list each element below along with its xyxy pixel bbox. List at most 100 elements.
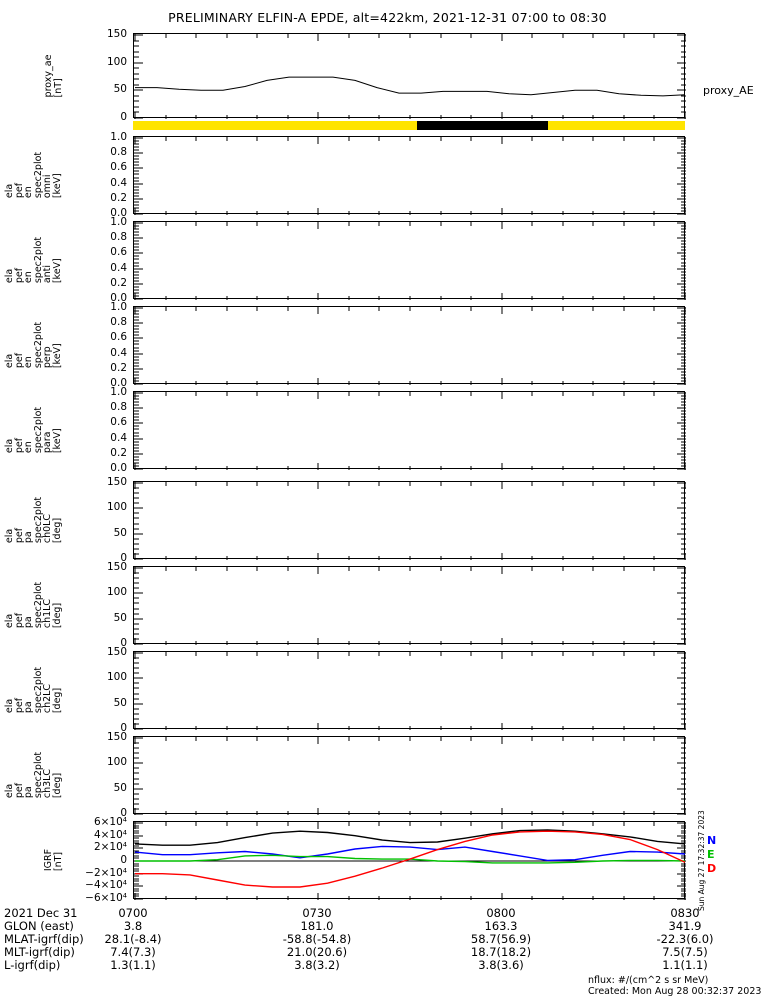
panel-pa-ch2lc: [133, 651, 686, 730]
y-tick-label: 0.0: [110, 207, 127, 219]
panel-label-igrf: IGRF [nT]: [42, 848, 64, 872]
y-axis-igrf: 6×10⁴ 4×10⁴ 2×10⁴ 0 −2×10⁴ −4×10⁴ −6×10⁴: [71, 816, 129, 904]
ephemeris-row-label: L-igrf(dip): [4, 958, 61, 972]
y-tick-label: 100: [106, 756, 127, 768]
y-tick-label: 0.6: [110, 246, 127, 258]
panel-ticks: [134, 222, 686, 300]
y-tick-label: 1.0: [110, 301, 127, 313]
y-axis-pa-ch3lc: 150 100 50 0: [71, 731, 129, 819]
panel-ticks: [134, 737, 686, 815]
y-tick-label: 0: [120, 552, 127, 564]
panel-ticks: [134, 392, 686, 470]
y-tick-label: 100: [106, 501, 127, 513]
y-tick-label: 0.4: [110, 432, 127, 444]
footer-created: Created: Mon Aug 28 00:32:37 2023: [588, 986, 762, 997]
ephemeris-value: 181.0: [300, 919, 334, 933]
panel-ticks: [134, 137, 686, 215]
y-tick-label: 50: [113, 83, 127, 95]
y-axis-en-perp: 1.0 0.8 0.6 0.4 0.2 0.0: [71, 301, 129, 389]
y-tick-label: 0.6: [110, 416, 127, 428]
y-tick-label: 150: [106, 476, 127, 488]
panel-label-line: [keV]: [52, 428, 64, 454]
y-axis-proxy-ae: 150 100 50 0: [71, 28, 129, 123]
y-tick-label: 150: [106, 646, 127, 658]
y-tick-label: 1.0: [110, 131, 127, 143]
y-tick-label: 0: [120, 807, 127, 819]
footer-units: nflux: #/(cm^2 s sr MeV): [588, 975, 709, 986]
y-tick-label: 0.0: [110, 462, 127, 474]
ephemeris-value: 341.9: [668, 919, 702, 933]
panel-label-proxy-ae: proxy_ae [nT]: [42, 54, 64, 97]
panel-label-line: IGRF: [42, 848, 54, 872]
panel-label-en-anti: ela pef en spec2plot anti [keV]: [4, 237, 64, 284]
y-tick-label: 100: [106, 671, 127, 683]
igrf-series-D: [135, 830, 686, 888]
ephemeris-row-label: GLON (east): [4, 919, 74, 933]
ephemeris-row-label: MLT-igrf(dip): [4, 945, 75, 959]
ephemeris-value: 28.1(-8.4): [104, 932, 162, 946]
y-tick-label: 0.4: [110, 262, 127, 274]
y-tick-label: 0.2: [110, 447, 127, 459]
proxy-ae-trace: [135, 76, 686, 97]
ephemeris-value: 7.4(7.3): [110, 945, 156, 959]
status-bar-science-zone: [417, 121, 549, 130]
igrf-series-N: [134, 845, 686, 862]
panel-en-omni: [133, 136, 686, 215]
y-tick-label: 100: [106, 56, 127, 68]
y-tick-label: 0.8: [110, 316, 127, 328]
y-tick-label: 0.6: [110, 331, 127, 343]
y-tick-label: 0.2: [110, 277, 127, 289]
y-tick-label: 50: [113, 612, 127, 624]
panel-en-anti: [133, 221, 686, 300]
panel-ticks: [134, 307, 686, 385]
ephemeris-value: 21.0(20.6): [286, 945, 348, 959]
y-axis-pa-ch2lc: 150 100 50 0: [71, 646, 129, 734]
ephemeris-value: 3.8(3.6): [478, 958, 524, 972]
igrf-legend-n: N: [707, 834, 717, 847]
panel-ticks: [134, 567, 686, 645]
y-tick-label: 0.4: [110, 177, 127, 189]
panel-label-line: [deg]: [52, 602, 64, 629]
y-axis-pa-ch1lc: 150 100 50 0: [71, 561, 129, 649]
panel-label-line: [keV]: [52, 258, 64, 284]
panel-ticks: [134, 482, 686, 560]
panel-pa-ch0lc: [133, 481, 686, 560]
panel-label-en-perp: ela pef en spec2plot perp [keV]: [4, 322, 63, 368]
ephemeris-value: -22.3(6.0): [656, 932, 714, 946]
footer-notes: nflux: #/(cm^2 s sr MeV) Created: Mon Aug…: [588, 975, 761, 997]
y-tick-label: 0.8: [110, 401, 127, 413]
ephemeris-value: 3.8: [123, 919, 143, 933]
y-tick-label: 0.2: [110, 362, 127, 374]
render-timestamp: Sun Aug 27 17:32:37 2023: [697, 810, 706, 911]
ephemeris-value: 58.7(56.9): [470, 932, 532, 946]
panel-label-line: proxy_ae: [42, 54, 54, 97]
ephemeris-date: 2021 Dec 31: [4, 906, 78, 920]
panel-label-pa-ch1lc: ela pef pa spec2plot ch1LC [deg]: [4, 582, 64, 629]
y-tick-label: 6×10⁴: [93, 816, 127, 828]
panel-ticks: [134, 34, 686, 119]
page-title: PRELIMINARY ELFIN-A EPDE, alt=422km, 202…: [168, 10, 607, 25]
ephemeris-value: -58.8(-54.8): [282, 932, 352, 946]
y-tick-label: 0.4: [110, 347, 127, 359]
panel-label-pa-ch0lc: ela pef pa spec2plot ch0LC [deg]: [4, 497, 63, 543]
y-axis-pa-ch0lc: 150 100 50 0: [71, 476, 129, 564]
status-bar-active: [133, 121, 685, 130]
y-tick-label: 100: [106, 586, 127, 598]
y-tick-label: 50: [113, 782, 127, 794]
panel-label-pa-ch3lc: ela pef pa spec2plot ch3LC [deg]: [4, 752, 63, 798]
y-tick-label: 150: [106, 561, 127, 573]
y-tick-label: 150: [106, 28, 127, 40]
ephemeris-time-tick: 0730: [302, 906, 332, 920]
panel-label-line: [keV]: [52, 173, 64, 199]
y-tick-label: 0: [120, 637, 127, 649]
ephemeris-value: 1.3(1.1): [110, 958, 156, 972]
igrf-traces: [134, 829, 686, 888]
panel-en-para: [133, 391, 686, 470]
y-tick-label: 1.0: [110, 216, 127, 228]
panel-pa-ch3lc: [133, 736, 686, 815]
y-tick-label: 0.0: [110, 377, 127, 389]
y-tick-label: 150: [106, 731, 127, 743]
panel-label-pa-ch2lc: ela pef pa spec2plot ch2LC [deg]: [4, 667, 63, 713]
ephemeris-time-tick: 0830: [670, 906, 700, 920]
panel-label-line: [nT]: [52, 851, 64, 872]
